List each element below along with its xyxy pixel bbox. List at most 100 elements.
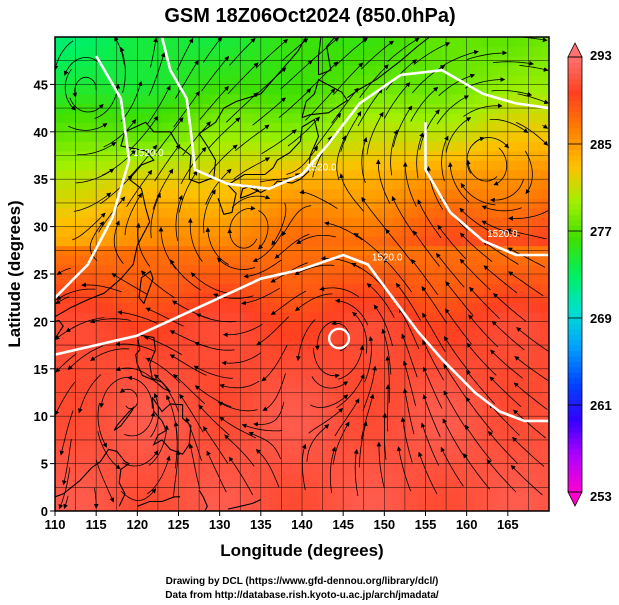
heat-cell	[532, 84, 542, 95]
heat-cell	[260, 207, 270, 218]
heat-cell	[466, 74, 476, 85]
heat-cell	[194, 112, 204, 123]
heat-cell	[260, 463, 270, 474]
heat-cell	[178, 122, 188, 133]
heat-cell	[425, 492, 435, 503]
heat-cell	[474, 169, 484, 180]
streamline	[313, 112, 341, 150]
heat-cell	[343, 37, 352, 48]
streamline	[466, 342, 497, 376]
heat-cell	[433, 368, 443, 379]
heat-cell	[55, 93, 64, 104]
heat-cell	[302, 93, 311, 104]
streamline	[440, 49, 479, 68]
heat-cell	[507, 93, 517, 104]
heat-cell	[71, 416, 81, 427]
streamline	[128, 144, 158, 179]
heat-cell	[376, 112, 385, 123]
heat-cell	[252, 179, 262, 190]
heat-cell	[120, 425, 130, 436]
heat-cell	[458, 283, 468, 294]
heat-cell	[178, 416, 188, 427]
heat-cell	[87, 217, 97, 228]
heat-cell	[474, 84, 484, 95]
heat-cell	[384, 425, 394, 436]
heat-cell	[450, 84, 460, 95]
streamline	[203, 189, 216, 234]
x-tick-label: 115	[86, 517, 107, 532]
heat-cell	[203, 425, 213, 436]
heat-cell	[219, 359, 229, 370]
heat-cell	[71, 473, 81, 484]
heat-cell	[293, 368, 303, 379]
heat-cell	[516, 169, 525, 180]
heat-cell	[507, 141, 517, 152]
heat-cell	[318, 217, 328, 228]
heat-cell	[516, 236, 525, 247]
heat-cell	[474, 264, 484, 275]
heat-cell	[466, 179, 476, 190]
heat-cell	[244, 463, 254, 474]
heat-cell	[417, 425, 427, 436]
heat-cell	[244, 65, 254, 76]
heat-cell	[425, 454, 435, 465]
heat-cell	[392, 179, 402, 190]
streamline	[195, 313, 237, 323]
heat-cell	[384, 435, 394, 446]
coastline	[138, 270, 154, 305]
heat-cell	[334, 435, 344, 446]
heat-cell	[129, 255, 138, 266]
heat-cell	[450, 131, 460, 142]
heat-cell	[186, 283, 196, 294]
heat-cell	[137, 112, 147, 123]
streamline	[515, 121, 549, 146]
streamline	[319, 286, 360, 298]
heat-cell	[211, 226, 221, 237]
heat-cell	[170, 217, 180, 228]
heat-cell	[441, 473, 451, 484]
heat-cell	[376, 501, 385, 511]
heat-cell	[162, 103, 171, 114]
heat-cell	[376, 131, 385, 142]
heat-cell	[450, 46, 460, 57]
heat-cell	[227, 169, 237, 180]
heat-cell	[409, 463, 418, 474]
heat-cell	[244, 425, 254, 436]
heat-cell	[145, 169, 155, 180]
heat-cell	[384, 321, 394, 332]
heat-cell	[474, 37, 484, 48]
heat-cell	[474, 425, 484, 436]
heat-cell	[87, 160, 97, 171]
streamline	[416, 132, 424, 179]
heat-cell	[499, 406, 509, 417]
streamline	[412, 230, 440, 267]
colorbar-segment	[568, 105, 582, 112]
heat-cell	[162, 359, 171, 370]
heat-cell	[194, 454, 204, 465]
heat-cell	[120, 103, 130, 114]
heat-cell	[392, 264, 402, 275]
heat-cell	[162, 501, 171, 511]
heat-cell	[310, 255, 320, 266]
heat-cell	[326, 444, 336, 455]
heat-cell	[186, 473, 196, 484]
heat-cell	[79, 122, 89, 133]
heat-cell	[227, 122, 237, 133]
heat-cell	[433, 160, 443, 171]
heat-cell	[507, 274, 517, 285]
heat-cell	[499, 65, 509, 76]
heat-cell	[310, 207, 320, 218]
heat-cell	[104, 425, 114, 436]
streamline	[387, 37, 420, 62]
heat-cell	[260, 321, 270, 332]
heat-cell	[425, 131, 435, 142]
heat-cell	[293, 74, 303, 85]
colorbar-tick-label: 269	[590, 311, 612, 326]
heat-cell	[351, 46, 361, 57]
heat-cell	[310, 302, 320, 313]
heat-cell	[55, 255, 64, 266]
heat-cell	[252, 359, 262, 370]
heat-cell	[194, 425, 204, 436]
streamline	[385, 355, 391, 403]
